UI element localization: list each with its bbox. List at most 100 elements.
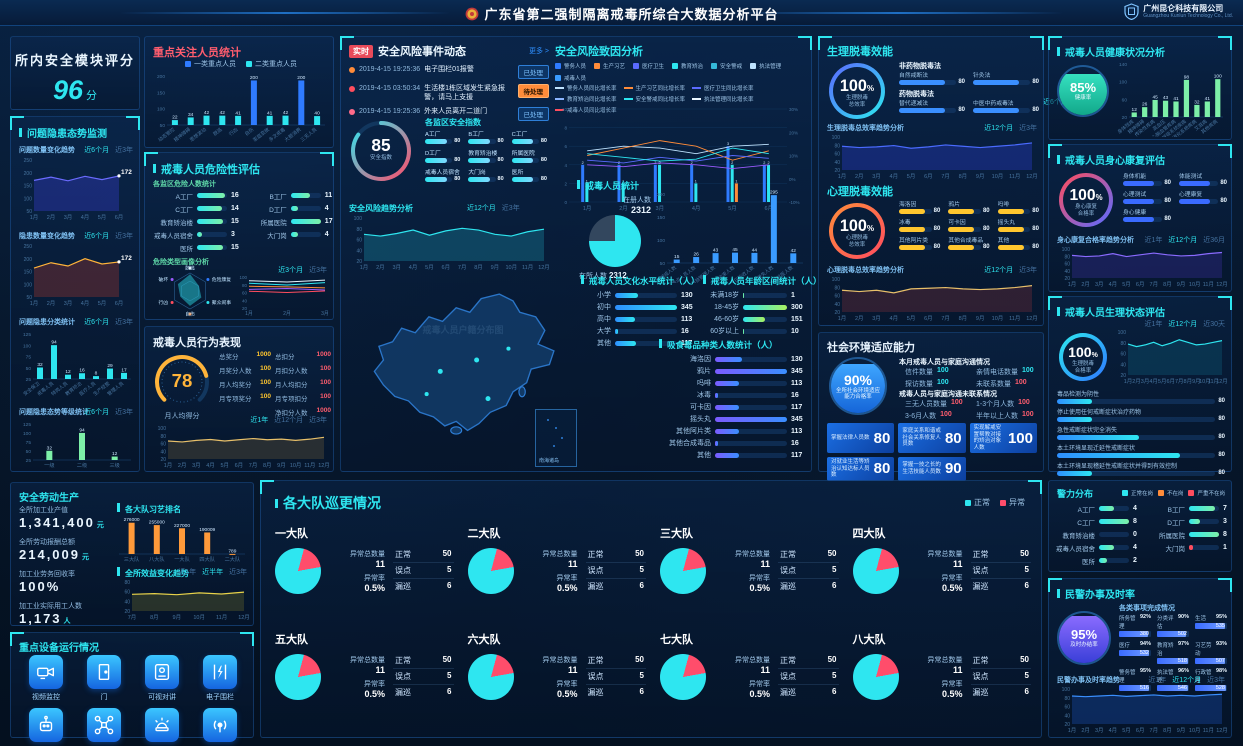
recovery-trend-tags[interactable]: 近1年 近12个月 近36月 (1139, 235, 1226, 245)
danger-trend-tags[interactable]: 近3个月 近3年 (272, 265, 327, 275)
hazard-c2-tags[interactable]: 近6个月 近3年 (78, 231, 133, 241)
metric-label: 其他阿片类 (899, 238, 928, 244)
legend-item[interactable]: 执法管理同比增长率 (692, 95, 754, 103)
tag-近3年[interactable]: 近3年 (115, 233, 133, 240)
index-cell: 所属医院 80 (511, 148, 547, 163)
legend-item[interactable]: 戒毒人员 (555, 74, 586, 82)
legend-item[interactable]: 警务人员 (555, 62, 586, 70)
cause-legend-lines[interactable]: 警务人员同比增长率 生产习艺同比增长率 医疗卫生同比增长率教育矫治同比增长率 安全警戒… (555, 84, 807, 114)
device-item[interactable]: 可视对讲 (135, 655, 189, 702)
svg-text:100: 100 (1062, 687, 1071, 693)
event-status-button[interactable]: 已处理 (517, 107, 549, 121)
tag-近3年[interactable]: 近3年 (309, 267, 327, 274)
legend-item[interactable]: 异常 (1000, 497, 1025, 508)
legend-item[interactable]: 生产习艺同比增长率 (623, 84, 686, 92)
police-legend[interactable]: 正常在岗 不在岗 严重不在岗 (1121, 489, 1225, 497)
legend-item[interactable]: 不在岗 (1157, 489, 1184, 497)
tag-近1年[interactable]: 近1年 (178, 569, 197, 576)
tag-近3年[interactable]: 近3年 (1207, 677, 1225, 684)
psych-trend-tags[interactable]: 近12个月 近3年 (978, 265, 1037, 275)
tag-近6个月[interactable]: 近6个月 (84, 319, 110, 326)
tag-近3个月[interactable]: 近3个月 (278, 267, 304, 274)
tag-近3年[interactable]: 近3年 (115, 409, 133, 416)
labor-trend-tags[interactable]: 近1年 近半年 近3年 (172, 567, 247, 577)
tag-近3年[interactable]: 近3年 (229, 569, 247, 576)
tag-近12个月[interactable]: 近12个月 (1172, 677, 1202, 684)
hazard-c3-tags[interactable]: 近6个月 近3年 (78, 317, 133, 327)
risk-trend-tags[interactable]: 近12个月 近3年 (461, 203, 520, 213)
device-item[interactable]: 视频监控 (19, 655, 73, 702)
events-more-link[interactable]: 更多 > (528, 48, 549, 55)
legend-item[interactable]: 执法管理 (750, 62, 781, 70)
focus-title: 重点关注人员统计 (153, 47, 241, 59)
zone-bar (1099, 558, 1129, 563)
tag-近3年[interactable]: 近3年 (309, 417, 327, 424)
legend-item[interactable]: 教育矫治同比增长率 (555, 95, 617, 103)
tag-近30天[interactable]: 近30天 (1203, 321, 1225, 328)
legend-item[interactable]: 正常在岗 (1121, 489, 1153, 497)
legend-item[interactable]: 医疗卫生同比增长率 (692, 84, 754, 92)
tag-近12个月[interactable]: 近12个月 (1168, 237, 1198, 244)
device-item[interactable]: 门 (77, 655, 131, 702)
tag-近12个月[interactable]: 近12个月 (1168, 321, 1198, 328)
legend-item[interactable]: 生产习艺 (594, 62, 625, 70)
behavior-trend-tags[interactable]: 近1年 近12个月 近3年 (244, 415, 327, 425)
legend-item[interactable]: 教育矫治 (672, 62, 703, 70)
tag-近半年[interactable]: 近半年 (202, 569, 224, 576)
tag-近3年[interactable]: 近3年 (1019, 267, 1037, 274)
company-logo[interactable]: 广州昆仑科技有限公司 Guangzhou Kunlun Technology C… (1124, 3, 1233, 20)
physio-trend-tags[interactable]: 近12个月 近3年 (978, 123, 1037, 133)
legend-item[interactable]: 医疗卫生 (633, 62, 664, 70)
tag-近36月[interactable]: 近36月 (1203, 237, 1225, 244)
device-item[interactable]: 巡逻机器人 (19, 708, 73, 746)
pstate-trend-tags[interactable]: 近1年 近12个月 近30天 (1139, 319, 1226, 329)
legend-item[interactable]: 安全警戒同比增长率 (623, 95, 685, 103)
event-row[interactable]: 2019-4-15 19:25:36 电子围栏01报警 已处理 (349, 65, 549, 79)
event-status-button[interactable]: 待处理 (517, 84, 549, 98)
tag-近12个月[interactable]: 近12个月 (274, 417, 304, 424)
device-item[interactable]: 无人机 (77, 708, 131, 746)
tag-近6个月[interactable]: 近6个月 (84, 147, 110, 154)
cause-legend-squares[interactable]: 警务人员 生产习艺 医疗卫生 教育矫治 安全警戒 执法管理戒毒人员 (555, 62, 807, 82)
legend-item[interactable]: 一类重点人员 (185, 59, 236, 69)
svg-text:1月: 1月 (838, 315, 847, 322)
china-map[interactable] (349, 285, 577, 435)
timely-trend-tags[interactable]: 近1年 近12个月 近3年 (1142, 675, 1225, 685)
focus-legend[interactable]: 一类重点人员 二类重点人员 (185, 59, 297, 69)
legend-item[interactable]: 严重不在岗 (1188, 489, 1225, 497)
legend-item[interactable]: 戒毒人员同比增长率 (555, 106, 617, 114)
device-item[interactable]: 广播 (193, 708, 247, 746)
tag-近6个月[interactable]: 近6个月 (84, 409, 110, 416)
svg-text:1月: 1月 (30, 214, 39, 221)
tag-近1年[interactable]: 近1年 (1148, 677, 1167, 684)
legend-item[interactable]: 安全警戒 (711, 62, 742, 70)
tag-近12个月[interactable]: 近12个月 (984, 267, 1014, 274)
legend-label: 不在岗 (1166, 491, 1184, 497)
hazard-c1-tags[interactable]: 近6个月 近3年 (78, 145, 133, 155)
svg-text:32: 32 (47, 445, 53, 451)
tag-近3年[interactable]: 近3年 (501, 205, 520, 212)
device-item[interactable]: 报警 (135, 708, 189, 746)
legend-item[interactable]: 正常 (965, 497, 990, 508)
svg-text:自伤: 自伤 (185, 311, 195, 318)
tag-近3年[interactable]: 近3年 (115, 147, 133, 154)
tag-近3年[interactable]: 近3年 (115, 319, 133, 326)
legend-label: 生产习艺同比增长率 (635, 86, 686, 92)
tag-近12个月[interactable]: 近12个月 (467, 205, 496, 212)
event-row[interactable]: 2019-4-15 03:50:34 生活楼1栋区域发生紧急报警，请马上支援 待… (349, 84, 549, 102)
legend-item[interactable]: 二类重点人员 (246, 59, 297, 69)
event-row[interactable]: 2019-4-15 19:25:36 外来人员离开二道门 已处理 (349, 107, 549, 121)
hazard-c4-tags[interactable]: 近6个月 近3年 (78, 407, 133, 417)
tag-近12个月[interactable]: 近12个月 (984, 125, 1014, 132)
legend-item[interactable]: 警务人员同比增长率 (555, 84, 617, 92)
event-status-button[interactable]: 已处理 (517, 65, 549, 79)
patrol-legend[interactable]: 正常 异常 (965, 497, 1025, 508)
tag-近6个月[interactable]: 近6个月 (84, 233, 110, 240)
device-item[interactable]: 电子围栏 (193, 655, 247, 702)
tag-近1年[interactable]: 近1年 (1144, 237, 1163, 244)
svg-text:50: 50 (660, 261, 666, 267)
tag-近3年[interactable]: 近3年 (1019, 125, 1037, 132)
tag-近1年[interactable]: 近1年 (250, 417, 269, 424)
tag-近1年[interactable]: 近1年 (1144, 321, 1163, 328)
svg-text:200: 200 (24, 171, 33, 177)
